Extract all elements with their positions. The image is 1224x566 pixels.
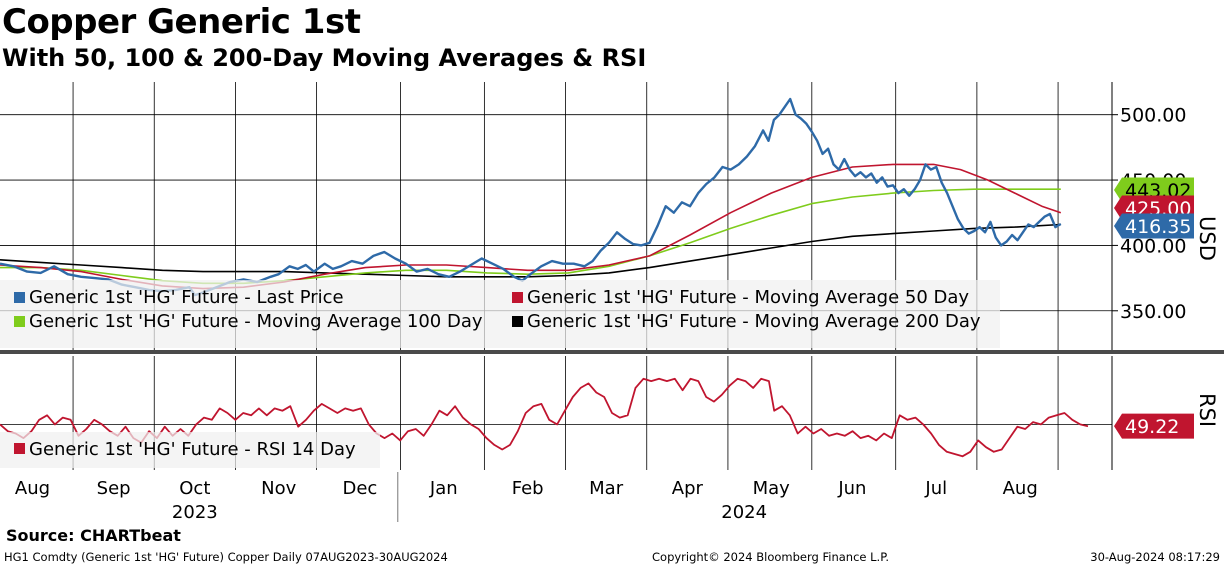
y-axis-label-rsi: RSI [1195,393,1219,427]
y-tick-label: 400.00 [1120,235,1186,257]
x-tick-label: Jun [837,478,866,499]
axes: 350.00400.00450.00500.00USDRSIAugSepOctN… [0,82,1224,523]
series-line-last-price [0,97,1062,297]
series-line-moving-average-200-day [0,223,1061,278]
price-legend-box [0,280,1000,348]
x-year-label: 2023 [172,502,218,523]
rsi-legend-box [0,432,380,468]
chart-title: Copper Generic 1st [2,2,361,42]
x-year-label: 2024 [721,502,767,523]
panel-separator [0,350,1224,354]
legends: Generic 1st 'HG' Future - Last Price Gene… [0,280,1000,468]
price-series-lines [0,97,1062,297]
legend-swatch [14,443,25,454]
chart-subtitle: With 50, 100 & 200-Day Moving Averages &… [2,44,647,72]
y-axis-label-usd: USD [1195,216,1219,261]
legend-swatch [512,292,523,303]
legend-label: Generic 1st 'HG' Future - Last Price [29,287,344,308]
legend-label: Generic 1st 'HG' Future - RSI 14 Day [29,439,356,460]
x-tick-label: Aug [1003,478,1038,499]
x-tick-label: Aug [15,478,50,499]
last-value-tag-shape [1114,213,1194,239]
legend-swatch [14,316,25,327]
rsi-last-value-tag: 49.22 [1125,416,1179,438]
rsi-series-lines [0,377,1089,458]
source-note: Source: CHARTbeat [6,526,181,545]
x-tick-label: Jul [924,478,947,499]
x-tick-label: Oct [179,478,210,499]
rsi-last-value-tag-shape [1114,413,1194,439]
footer-ticker-info: HG1 Comdty (Generic 1st 'HG' Future) Cop… [4,550,448,564]
footer-timestamp: 30-Aug-2024 08:17:29 [1090,550,1220,564]
last-value-tag: 416.35 [1125,216,1191,238]
x-tick-label: Feb [512,478,544,499]
x-tick-label: Apr [672,478,704,499]
x-tick-label: Sep [97,478,131,499]
x-tick-label: Dec [342,478,377,499]
x-tick-label: Mar [589,478,624,499]
x-tick-label: Nov [261,478,296,499]
y-tick-label: 500.00 [1120,105,1186,127]
legend-swatch [14,292,25,303]
legend-label: Generic 1st 'HG' Future - Moving Average… [527,287,969,308]
x-tick-label: Jan [429,478,458,499]
legend-swatch [512,316,523,327]
series-line-rsi [0,377,1089,458]
legend-label: Generic 1st 'HG' Future - Moving Average… [527,311,981,332]
legend-label: Generic 1st 'HG' Future - Moving Average… [29,311,483,332]
footer-copyright: Copyright© 2024 Bloomberg Finance L.P. [652,550,889,564]
series-line-moving-average-100-day [0,188,1061,285]
x-tick-label: May [753,478,791,499]
y-tick-label: 350.00 [1120,301,1186,323]
